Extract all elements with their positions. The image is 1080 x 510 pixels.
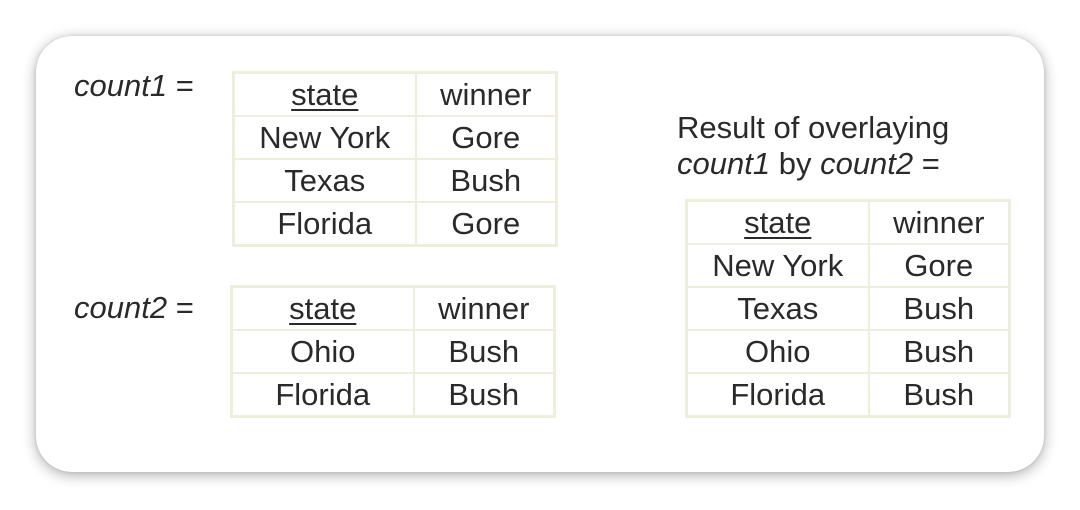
result-count2-name: count2: [820, 146, 914, 181]
result-table: state winner New York Gore Texas Bush Oh…: [685, 199, 1011, 418]
count2-table: state winner Ohio Bush Florida Bush: [230, 285, 556, 418]
cell-winner: Gore: [867, 243, 1011, 288]
cell-state: Florida: [230, 372, 415, 418]
table-row: New York Gore: [685, 243, 1011, 288]
cell-winner: Gore: [414, 115, 558, 160]
table-row: Ohio Bush: [230, 329, 556, 374]
table-row: Florida Gore: [232, 201, 558, 247]
count1-table: state winner New York Gore Texas Bush Fl…: [232, 71, 558, 247]
table-header-row: state winner: [230, 285, 556, 331]
cell-state: Texas: [232, 158, 417, 203]
cell-winner: Gore: [414, 201, 558, 247]
count2-equals: =: [175, 290, 194, 325]
cell-state: New York: [232, 115, 417, 160]
result-equals: =: [921, 146, 940, 181]
cell-winner: Bush: [867, 329, 1011, 374]
cell-state: Ohio: [230, 329, 415, 374]
result-label-line2: count1 by count2 =: [677, 146, 949, 182]
count2-label: count2 =: [74, 290, 194, 326]
result-label: Result of overlaying count1 by count2 =: [677, 110, 949, 182]
cell-winner: Bush: [412, 329, 556, 374]
cell-winner: Bush: [867, 286, 1011, 331]
cell-state: New York: [685, 243, 870, 288]
result-by: by: [778, 146, 812, 181]
column-header-winner: winner: [414, 71, 558, 117]
table-header-row: state winner: [232, 71, 558, 117]
cell-winner: Bush: [867, 372, 1011, 418]
table-row: Florida Bush: [230, 372, 556, 418]
table-row: Texas Bush: [232, 158, 558, 203]
table-row: Ohio Bush: [685, 329, 1011, 374]
result-label-line1: Result of overlaying: [677, 110, 950, 145]
table-header-row: state winner: [685, 199, 1011, 245]
column-header-winner: winner: [412, 285, 556, 331]
column-header-state: state: [230, 285, 415, 331]
result-count1-name: count1: [677, 146, 771, 181]
table-row: Texas Bush: [685, 286, 1011, 331]
cell-winner: Bush: [412, 372, 556, 418]
cell-winner: Bush: [414, 158, 558, 203]
column-header-state: state: [685, 199, 870, 245]
cell-state: Florida: [685, 372, 870, 418]
table-row: Florida Bush: [685, 372, 1011, 418]
count2-name: count2: [74, 290, 168, 325]
column-header-state: state: [232, 71, 417, 117]
count1-name: count1: [74, 68, 168, 103]
count1-label: count1 =: [74, 68, 194, 104]
column-header-winner: winner: [867, 199, 1011, 245]
cell-state: Florida: [232, 201, 417, 247]
cell-state: Texas: [685, 286, 870, 331]
count1-equals: =: [175, 68, 194, 103]
table-row: New York Gore: [232, 115, 558, 160]
cell-state: Ohio: [685, 329, 870, 374]
